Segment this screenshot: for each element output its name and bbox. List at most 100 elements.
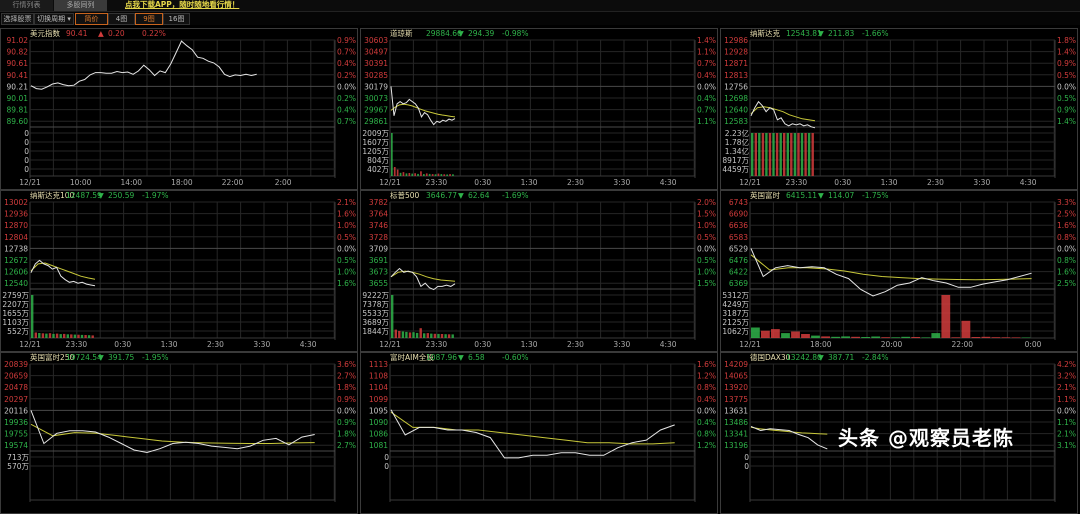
pct-tick-label: 0.7% bbox=[697, 106, 716, 115]
time-tick-label: 22:00 bbox=[951, 340, 973, 349]
chart-panel[interactable]: 道琼斯 29884.66▼ 294.39 -0.98% 30603 1.4% 30497 1.… bbox=[360, 28, 718, 190]
panel-title: 纳斯达克10012487.59▼ 250.59 -1.97% bbox=[30, 190, 169, 200]
volume-bar bbox=[77, 334, 80, 338]
price-tick-label: 6583 bbox=[729, 233, 748, 242]
volume-bar bbox=[797, 133, 800, 176]
volume-bar bbox=[981, 336, 991, 338]
time-tick-label: 3:30 bbox=[613, 178, 630, 187]
pct-tick-label: 0.9% bbox=[337, 36, 356, 45]
chart-panel[interactable]: 英国富时 6415.11▼ 114.07 -1.75% 6743 3.3% 6690 2.5%… bbox=[720, 190, 1078, 352]
price-tick-label: 12871 bbox=[724, 59, 748, 68]
volume-bar bbox=[751, 133, 754, 176]
four-charts-button[interactable]: 4图 bbox=[108, 13, 135, 25]
title-pct: -0.98% bbox=[502, 29, 529, 38]
volume-tick-label: 8917万 bbox=[722, 156, 749, 165]
pct-tick-label: 0.4% bbox=[697, 418, 716, 427]
price-tick-label: 20297 bbox=[4, 395, 28, 404]
panel-border bbox=[0, 352, 358, 514]
pct-tick-label: 1.1% bbox=[697, 48, 716, 57]
volume-bar bbox=[405, 173, 408, 176]
volume-bar bbox=[444, 334, 447, 338]
volume-tick-label: 1062万 bbox=[722, 327, 749, 336]
time-tick-label: 4:30 bbox=[660, 178, 677, 187]
time-tick-label: 22:00 bbox=[222, 178, 244, 187]
price-tick-label: 1086 bbox=[369, 430, 388, 439]
title-pct: -1.66% bbox=[862, 29, 889, 38]
price-tick-label: 30603 bbox=[364, 36, 388, 45]
chart-panel[interactable]: 纳斯达克10012487.59▼ 250.59 -1.97% 13002 2.1% 129… bbox=[0, 190, 358, 352]
pct-tick-label: 4.2% bbox=[1057, 360, 1076, 369]
simple-price-button[interactable]: 简价 bbox=[75, 13, 108, 25]
volume-bar bbox=[34, 332, 37, 338]
title-name: 德国DAX30 bbox=[750, 352, 791, 362]
title-name: 标普500 bbox=[390, 190, 420, 200]
pct-tick-label: 0.0% bbox=[337, 82, 356, 91]
price-tick-label: 29861 bbox=[364, 117, 388, 126]
volume-bar bbox=[831, 336, 840, 338]
pct-tick-label: 2.1% bbox=[337, 198, 356, 207]
volume-bar bbox=[394, 329, 397, 338]
chart-svg: 英国富时 6415.11▼ 114.07 -1.75% 6743 3.3% 6690 2.5%… bbox=[720, 190, 1078, 352]
price-tick-label: 12540 bbox=[4, 279, 28, 288]
chart-panel[interactable]: 富时AIM全股1087.96▼ 6.58 -0.60% 1113 1.6% 1108 1.2… bbox=[360, 352, 718, 514]
average-price-line bbox=[750, 254, 1032, 281]
price-tick-label: 12583 bbox=[724, 117, 748, 126]
volume-bar bbox=[402, 172, 405, 176]
pct-tick-label: 2.7% bbox=[337, 372, 356, 381]
panel-title: 道琼斯 29884.66▼ 294.39 -0.98% bbox=[390, 28, 529, 38]
volume-bar bbox=[31, 295, 34, 338]
price-tick-label: 1113 bbox=[369, 360, 388, 369]
time-tick-label: 12/21 bbox=[379, 340, 401, 349]
title-change: 250.59 bbox=[108, 191, 134, 200]
chart-panel[interactable]: 纳斯达克 12543.81▼ 211.83 -1.66% 12986 1.8% 12928 1… bbox=[720, 28, 1078, 190]
panel-border bbox=[360, 352, 718, 514]
volume-bar bbox=[59, 334, 62, 338]
title-pct: -1.97% bbox=[142, 191, 169, 200]
volume-bar bbox=[881, 337, 891, 338]
volume-bar bbox=[891, 337, 901, 338]
pct-tick-label: 0.8% bbox=[1057, 233, 1076, 242]
nine-charts-button[interactable]: 9图 bbox=[135, 13, 163, 25]
volume-bar bbox=[423, 333, 426, 338]
volume-bar bbox=[434, 174, 437, 176]
title-price: 1087.96 bbox=[426, 353, 457, 362]
chart-panel[interactable]: 英国富时25019724.54▼ 391.75 -1.95% 20839 3.6% 206… bbox=[0, 352, 358, 514]
time-tick-label: 18:00 bbox=[171, 178, 193, 187]
price-line bbox=[30, 40, 257, 90]
title-name: 富时AIM全股 bbox=[390, 352, 434, 362]
download-app-link[interactable]: 点我下载APP，随时随地看行情！ bbox=[125, 0, 240, 9]
tab-market-list[interactable]: 行情列表 bbox=[0, 0, 53, 11]
select-stock-button[interactable]: 选择股票 bbox=[1, 13, 34, 25]
chart-svg: 美元指数 90.41 ▲ 0.20 0.22% 91.02 0.9% 90.82 0.7% 90.… bbox=[0, 28, 358, 190]
volume-tick-label: 0 bbox=[24, 138, 29, 147]
volume-bar bbox=[55, 333, 59, 338]
pct-tick-label: 3.6% bbox=[337, 360, 356, 369]
pct-tick-label: 0.7% bbox=[697, 59, 716, 68]
switch-period-dropdown[interactable]: 切换周期 ▾ bbox=[34, 13, 74, 25]
chart-panel[interactable]: 美元指数 90.41 ▲ 0.20 0.22% 91.02 0.9% 90.82 0.7% 90.… bbox=[0, 28, 358, 190]
volume-bar bbox=[761, 133, 765, 176]
volume-bar bbox=[786, 133, 789, 176]
title-pct: -1.69% bbox=[502, 191, 529, 200]
price-tick-label: 29967 bbox=[364, 106, 388, 115]
price-tick-label: 3673 bbox=[369, 268, 388, 277]
price-tick-label: 30391 bbox=[364, 59, 388, 68]
price-tick-label: 1081 bbox=[369, 441, 388, 450]
volume-bar bbox=[801, 334, 810, 338]
title-pct: 0.22% bbox=[142, 29, 166, 38]
pct-tick-label: 1.0% bbox=[337, 268, 356, 277]
time-tick-label: 12/21 bbox=[739, 178, 761, 187]
chart-panel[interactable]: 标普500 3646.77▼ 62.64 -1.69% 3782 2.0% 3764 1.5%… bbox=[360, 190, 718, 352]
time-tick-label: 12/21 bbox=[19, 340, 41, 349]
time-tick-label: 23:30 bbox=[66, 340, 88, 349]
pct-tick-label: 0.8% bbox=[1057, 256, 1076, 265]
volume-bar bbox=[415, 332, 419, 338]
volume-bar bbox=[800, 133, 804, 176]
tab-multi-stock[interactable]: 多股同列 bbox=[54, 0, 107, 11]
volume-tick-label: 3689万 bbox=[362, 318, 389, 327]
volume-bar bbox=[405, 331, 408, 338]
sixteen-charts-button[interactable]: 16图 bbox=[163, 13, 190, 25]
price-tick-label: 13631 bbox=[724, 406, 748, 415]
panel-title: 纳斯达克 12543.81▼ 211.83 -1.66% bbox=[750, 28, 889, 38]
price-tick-label: 19574 bbox=[4, 441, 28, 450]
